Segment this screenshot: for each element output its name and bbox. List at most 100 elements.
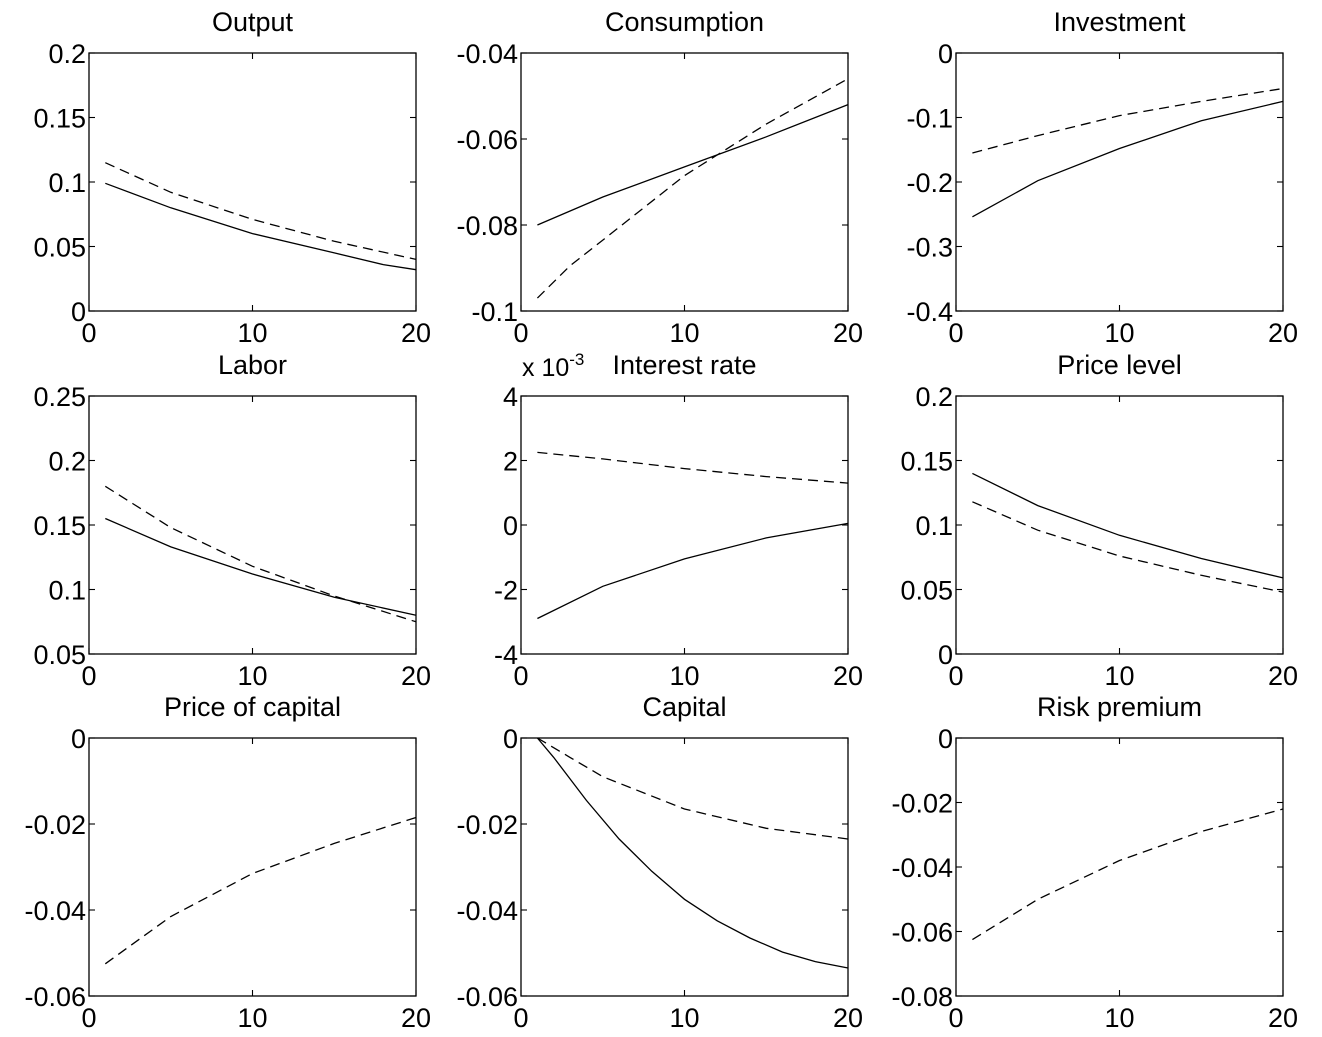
y-tick-label: -0.06	[24, 982, 86, 1012]
x-tick-label: 10	[669, 661, 699, 691]
dashed-series-line	[537, 451, 849, 484]
subplot-2: 0 10 20 -0.1 -0.08 -0.06 -0.04 Consumption	[456, 7, 863, 348]
axis-multiplier-base: x 10	[522, 354, 569, 382]
x-tick-label: 20	[1268, 318, 1298, 348]
y-tick-label: -0.1	[906, 104, 953, 134]
y-tick-label: -0.02	[24, 810, 86, 840]
subplot-7: 0 10 20 -0.06 -0.04 -0.02 0 Price of capital	[24, 692, 431, 1033]
axes-frame	[955, 737, 1284, 997]
x-tick-label: 0	[948, 1003, 963, 1033]
x-tick-label: 20	[401, 1003, 431, 1033]
subplot-title: Risk premium	[1037, 692, 1202, 722]
axes-frame	[88, 52, 417, 312]
y-tick-label: -0.04	[24, 896, 86, 926]
x-tick-label: 0	[513, 661, 528, 691]
x-tick-label: 10	[669, 318, 699, 348]
y-tick-label: -0.3	[906, 233, 953, 263]
dashed-series-line	[105, 162, 417, 261]
y-tick-label: -0.04	[891, 853, 953, 883]
y-tick-label: 0.05	[33, 640, 86, 670]
y-tick-label: 0	[938, 724, 953, 754]
y-tick-label: 0.05	[900, 576, 953, 606]
y-tick-label: 0.05	[33, 233, 86, 263]
subplot-title: Labor	[218, 350, 287, 380]
y-tick-label: -0.2	[906, 168, 953, 198]
x-tick-label: 10	[237, 1003, 267, 1033]
x-tick-label: 10	[237, 661, 267, 691]
x-tick-label: 0	[513, 1003, 528, 1033]
x-tick-label: 10	[669, 1003, 699, 1033]
y-tick-label: -0.04	[456, 39, 518, 69]
y-tick-label: -0.02	[456, 810, 518, 840]
axes-frame	[88, 737, 417, 997]
y-tick-label: -4	[494, 640, 518, 670]
y-tick-label: 0.1	[48, 168, 86, 198]
solid-series-line	[536, 737, 849, 969]
solid-series-line	[972, 472, 1284, 579]
x-tick-label: 20	[1268, 1003, 1298, 1033]
subplot-5: 0 10 20 -4 -2 0 2 4 Interest rate x 10-3	[494, 350, 863, 691]
y-tick-label: 0.15	[33, 511, 86, 541]
x-tick-label: 0	[948, 318, 963, 348]
axes-frame	[955, 52, 1284, 312]
subplot-3: 0 10 20 -0.4 -0.3 -0.2 -0.1 0 Investment	[906, 7, 1298, 348]
y-tick-label: -0.06	[456, 125, 518, 155]
dashed-series-line	[536, 78, 849, 299]
y-tick-label: -2	[494, 576, 518, 606]
x-tick-label: 0	[948, 661, 963, 691]
y-tick-label: -0.4	[906, 297, 953, 327]
y-tick-label: -0.08	[456, 211, 518, 241]
y-tick-label: 0.1	[48, 576, 86, 606]
subplot-1: 0 10 20 0 0.05 0.1 0.15 0.2 Output	[33, 7, 431, 348]
y-tick-label: -0.1	[471, 297, 518, 327]
x-tick-label: 20	[833, 661, 863, 691]
dashed-series-line	[972, 501, 1284, 593]
y-tick-label: 0.1	[915, 511, 953, 541]
y-tick-label: -0.02	[891, 789, 953, 819]
subplot-8: 0 10 20 -0.06 -0.04 -0.02 0 Capital	[456, 692, 863, 1033]
y-tick-label: -0.06	[891, 918, 953, 948]
x-tick-label: 0	[81, 661, 96, 691]
x-tick-label: 10	[237, 318, 267, 348]
subplot-title: Capital	[642, 692, 726, 722]
y-tick-label: 0	[938, 39, 953, 69]
subplot-title: Output	[212, 7, 294, 37]
x-tick-label: 10	[1104, 318, 1134, 348]
subplot-title: Price level	[1057, 350, 1182, 380]
axes-frame	[520, 52, 849, 312]
subplot-title: Interest rate	[612, 350, 756, 380]
x-tick-label: 20	[833, 1003, 863, 1033]
x-tick-label: 20	[1268, 661, 1298, 691]
y-tick-label: 0	[71, 724, 86, 754]
y-tick-label: -0.04	[456, 896, 518, 926]
subplot-9: 0 10 20 -0.08 -0.06 -0.04 -0.02 0 Risk premium	[891, 692, 1298, 1033]
x-tick-label: 0	[81, 1003, 96, 1033]
y-tick-label: 0	[938, 640, 953, 670]
y-tick-label: 0.15	[900, 447, 953, 477]
x-tick-label: 0	[513, 318, 528, 348]
solid-series-line	[537, 103, 849, 226]
x-tick-label: 20	[833, 318, 863, 348]
dashed-series-line	[537, 737, 849, 840]
subplot-4: 0 10 20 0.05 0.1 0.15 0.2 0.25 Labor	[33, 350, 431, 691]
subplot-title: Investment	[1053, 7, 1186, 37]
x-tick-label: 20	[401, 318, 431, 348]
dashed-series-line	[104, 816, 417, 965]
y-tick-label: 0	[503, 724, 518, 754]
x-tick-label: 20	[401, 661, 431, 691]
subplot-title: Consumption	[605, 7, 764, 37]
dashed-series-line	[972, 808, 1284, 941]
x-tick-label: 10	[1104, 1003, 1134, 1033]
axes-frame	[520, 395, 849, 655]
solid-series-line	[105, 182, 417, 271]
subplot-6: 0 10 20 0 0.05 0.1 0.15 0.2 Price level	[900, 350, 1298, 691]
y-tick-label: 0	[503, 511, 518, 541]
y-tick-label: 0.2	[48, 39, 86, 69]
x-tick-label: 0	[81, 318, 96, 348]
y-tick-label: -0.06	[456, 982, 518, 1012]
y-tick-label: 2	[503, 447, 518, 477]
dashed-series-line	[972, 87, 1284, 154]
axis-multiplier-exponent: -3	[569, 350, 584, 369]
solid-series-line	[537, 522, 849, 620]
